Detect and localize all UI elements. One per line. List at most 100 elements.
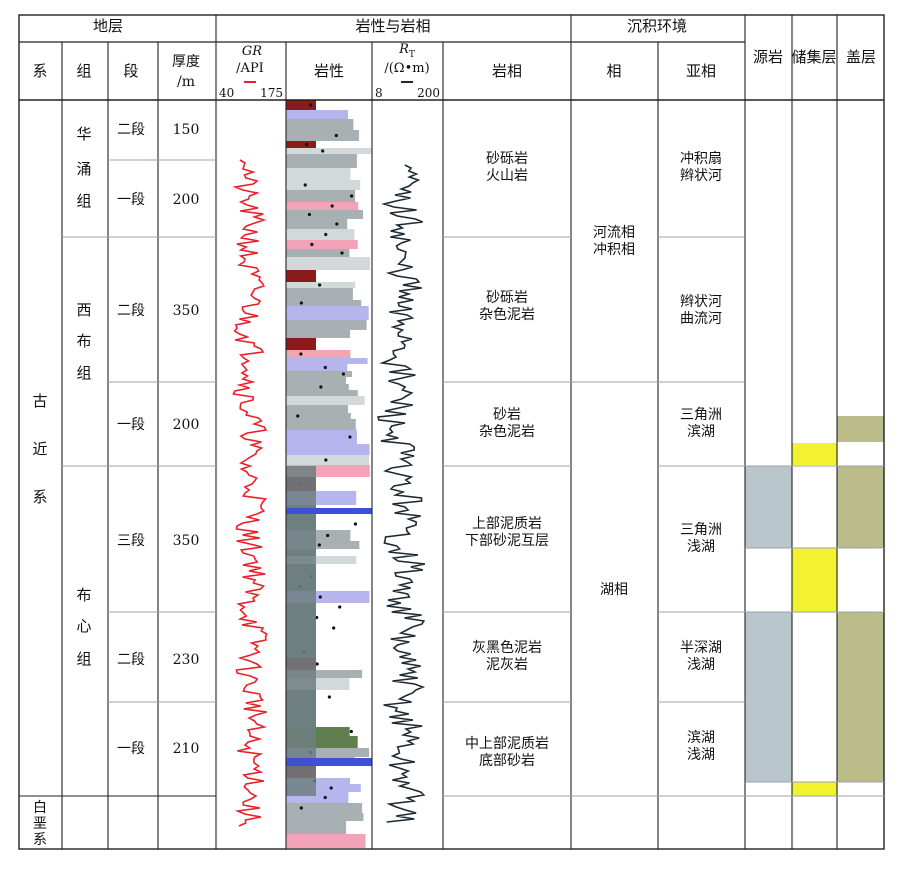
lithology-bed bbox=[286, 240, 358, 249]
facies-text: 河流相 bbox=[593, 225, 635, 241]
lithology-bed bbox=[286, 364, 348, 371]
formation-huayong-char-3: 组 bbox=[76, 192, 91, 210]
table-grid bbox=[18, 14, 885, 850]
lithology-bed bbox=[286, 405, 349, 413]
lithology-bed bbox=[286, 727, 350, 736]
lithology-bed bbox=[286, 270, 316, 282]
formation-huayong-char-2: 涌 bbox=[76, 160, 91, 178]
lithology-bed bbox=[286, 419, 356, 430]
lithology-bed bbox=[286, 119, 354, 130]
header-lithology: 岩性 bbox=[314, 62, 344, 80]
subfacies-text: 冲积扇 bbox=[680, 151, 722, 167]
lithology-bed bbox=[286, 556, 357, 564]
lithology-grain bbox=[296, 414, 300, 418]
lithology-grain bbox=[323, 795, 327, 800]
lithology-mudstone-strip bbox=[286, 466, 316, 796]
lithology-grain bbox=[353, 522, 358, 526]
member-thickness: 150 bbox=[173, 122, 200, 138]
header-rt-max: 200 bbox=[417, 86, 440, 100]
lithology-bed bbox=[286, 229, 355, 240]
formation-xibu-char-3: 组 bbox=[76, 364, 91, 382]
lithology-bed bbox=[286, 390, 358, 396]
subfacies-text: 半深湖 bbox=[680, 640, 722, 656]
header-thickness-1: 厚度 bbox=[172, 54, 200, 70]
lithology-grain bbox=[319, 385, 323, 389]
lithology-bed bbox=[286, 288, 353, 300]
lithofacies-text: 砂岩 bbox=[493, 407, 521, 423]
formation-huayong-char-1: 华 bbox=[76, 125, 91, 143]
header-lithofacies: 岩相 bbox=[492, 62, 522, 80]
lithology-bed bbox=[286, 190, 356, 202]
subfacies-text: 辫状河 bbox=[680, 168, 722, 184]
lithofacies-text: 砂砾岩 bbox=[486, 290, 528, 306]
lithology-bed bbox=[286, 792, 349, 803]
lithology-bed bbox=[286, 141, 316, 148]
lithology-grain bbox=[309, 103, 313, 107]
lithofacies-text: 泥灰岩 bbox=[486, 657, 528, 673]
lithology-bed-bg bbox=[286, 141, 372, 148]
lithology-bed-bg bbox=[286, 582, 372, 591]
lithofacies-text: 下部砂泥互层 bbox=[465, 533, 549, 549]
cap-rock-interval bbox=[837, 612, 884, 782]
header-thickness-2: /m bbox=[177, 74, 195, 90]
source-rock-interval bbox=[745, 466, 792, 548]
lithology-bed bbox=[286, 210, 363, 219]
lithology-grain bbox=[329, 786, 333, 790]
lithology-bed bbox=[286, 249, 350, 257]
lithology-grain bbox=[315, 662, 319, 666]
lithofacies-text: 火山岩 bbox=[486, 168, 528, 184]
subfacies-text: 三角洲 bbox=[680, 522, 722, 538]
header-lithology-group: 岩性与岩相 bbox=[355, 17, 430, 35]
reservoir-interval bbox=[792, 782, 837, 796]
lithology-bed-bg bbox=[286, 571, 372, 582]
lithofacies-text: 灰黑色泥岩 bbox=[472, 639, 542, 656]
header-subfacies: 亚相 bbox=[686, 62, 716, 80]
lithology-bed bbox=[286, 154, 357, 168]
lithofacies-text: 中上部泥质岩 bbox=[465, 736, 549, 752]
lithology-bed bbox=[286, 377, 347, 384]
lithology-bed-bg bbox=[286, 603, 372, 611]
lithology-bed bbox=[286, 430, 357, 444]
lithology-grain bbox=[324, 232, 328, 237]
header-reservoir: 储集层 bbox=[791, 48, 836, 66]
lithology-bed bbox=[286, 670, 363, 678]
header-stratigraphy: 地层 bbox=[93, 17, 123, 35]
lithology-bed bbox=[286, 320, 367, 330]
formation-buxin-char-3: 组 bbox=[76, 650, 91, 668]
lithology-grain bbox=[327, 695, 331, 699]
member-thickness: 230 bbox=[173, 652, 200, 668]
lithology-grain bbox=[335, 222, 339, 226]
rt-log-curve bbox=[377, 164, 426, 823]
lithology-grain bbox=[334, 133, 338, 138]
member-thickness: 350 bbox=[173, 533, 200, 549]
system-paleogene-char-1: 古 bbox=[32, 392, 47, 410]
lithology-bed bbox=[286, 384, 349, 390]
subfacies-text: 三角洲 bbox=[680, 407, 722, 423]
lithology-bed bbox=[286, 180, 361, 190]
lithology-bed bbox=[286, 100, 316, 110]
member-label: 一段 bbox=[117, 417, 145, 433]
lithology-grain bbox=[304, 142, 309, 147]
lithology-bed bbox=[286, 257, 371, 270]
header-rt-unit: /(Ω•m) bbox=[384, 61, 429, 76]
lithology-bed bbox=[286, 202, 359, 210]
system-cretaceous-char-1: 白 bbox=[33, 800, 47, 816]
member-thickness: 200 bbox=[173, 417, 200, 433]
member-thickness: 210 bbox=[173, 741, 200, 757]
lithology-grain bbox=[349, 729, 353, 734]
system-cretaceous-char-3: 系 bbox=[33, 832, 47, 848]
lithology-column bbox=[286, 100, 372, 848]
lithology-grain bbox=[321, 149, 325, 153]
formation-buxin-char-1: 布 bbox=[76, 586, 91, 604]
lithology-bed-bg bbox=[286, 549, 372, 556]
member-label: 二段 bbox=[117, 303, 145, 319]
gr-log-curve bbox=[232, 159, 268, 827]
system-paleogene-char-2: 近 bbox=[32, 440, 47, 458]
formation-xibu-char-2: 布 bbox=[76, 332, 91, 350]
member-label: 二段 bbox=[117, 652, 145, 668]
subfacies-text: 浅湖 bbox=[687, 747, 715, 763]
lithology-grain bbox=[330, 204, 334, 208]
lithology-bed bbox=[286, 350, 351, 358]
lithology-grain bbox=[318, 283, 322, 287]
lithology-grain bbox=[310, 242, 314, 247]
